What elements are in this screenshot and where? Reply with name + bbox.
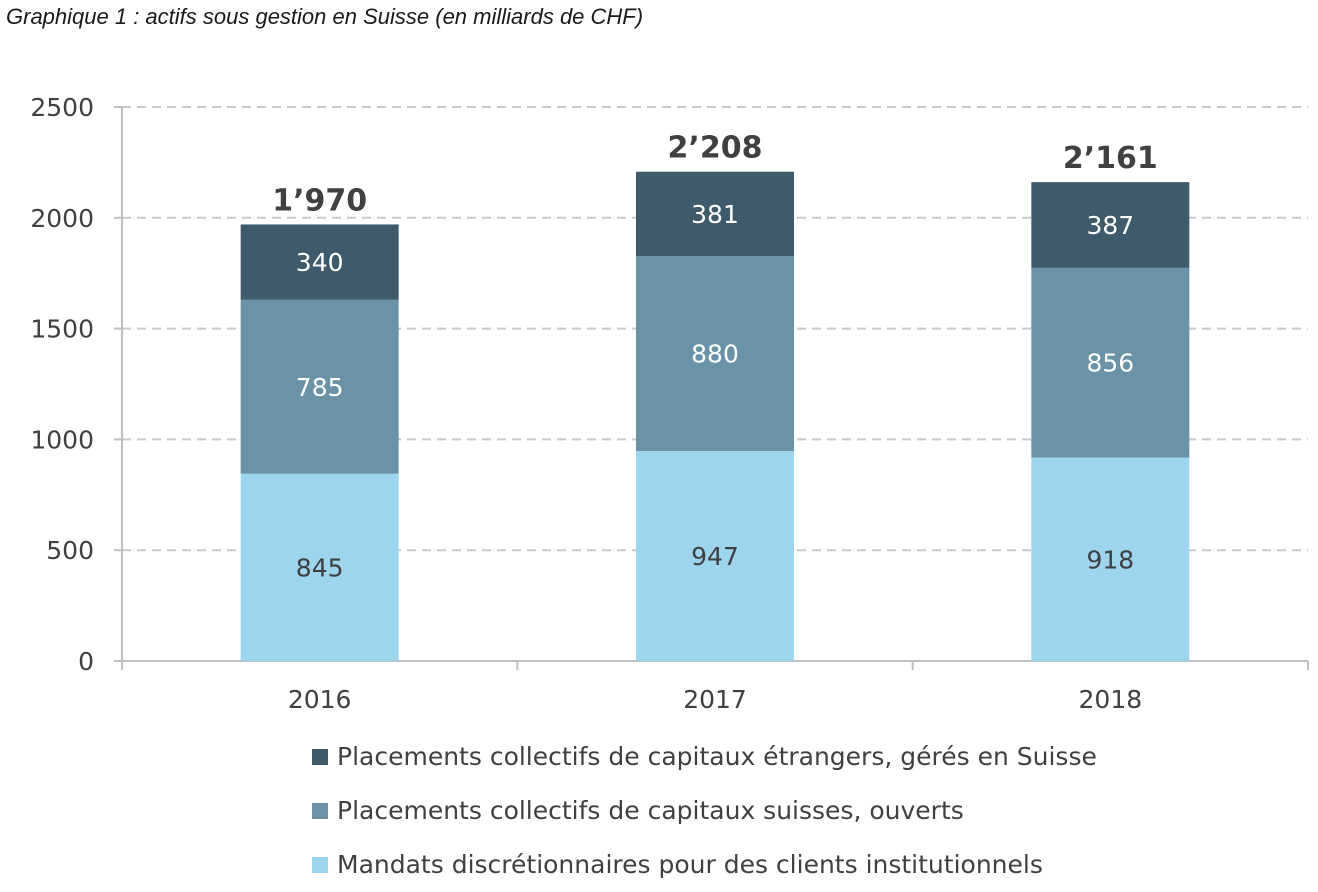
legend-item: Mandats discrétionnaires pour des client… <box>312 850 1043 879</box>
bar-total-label: 2’161 <box>1063 141 1158 176</box>
y-tick-label: 500 <box>46 536 94 565</box>
bar-value-label: 845 <box>296 553 344 582</box>
legend-label: Mandats discrétionnaires pour des client… <box>337 850 1043 879</box>
bar-segment <box>1031 457 1190 661</box>
x-tick-label: 2016 <box>288 685 352 714</box>
y-tick-label: 2000 <box>30 204 94 233</box>
y-tick-labels: 0 500 1000 1500 2000 2500 <box>30 93 94 676</box>
x-tick-label: 2018 <box>1079 685 1143 714</box>
bar-value-label: 340 <box>296 248 344 277</box>
legend-swatch <box>312 856 328 873</box>
bar-value-label: 947 <box>691 542 739 571</box>
bar-segment <box>636 171 794 257</box>
legend-swatch <box>312 802 328 819</box>
legend-item: Placements collectifs de capitaux étrang… <box>312 742 1097 771</box>
x-tick-label: 2017 <box>683 685 747 714</box>
bar-segment <box>636 451 794 661</box>
bar-value-label: 918 <box>1086 545 1134 574</box>
y-tick-label: 1500 <box>30 315 94 344</box>
bar-segment <box>636 256 794 452</box>
y-tick-label: 0 <box>78 647 94 676</box>
y-tick-label: 2500 <box>30 93 94 122</box>
chart-title: Graphique 1 : actifs sous gestion en Sui… <box>6 4 644 29</box>
bar-total-label: 2’208 <box>668 131 763 166</box>
legend-item: Placements collectifs de capitaux suisse… <box>312 796 964 825</box>
bars: 845 785 340 1’970 947 880 381 2’208 918 856 387 2’1… <box>240 131 1190 661</box>
bar-total-label: 1’970 <box>272 183 367 218</box>
legend-label: Placements collectifs de capitaux étrang… <box>337 742 1097 771</box>
bar-value-label: 856 <box>1086 349 1134 378</box>
bar-segment <box>240 299 399 474</box>
bar-value-label: 387 <box>1086 211 1134 240</box>
legend-swatch <box>312 748 328 765</box>
bar-segment <box>240 224 399 300</box>
y-tick-label: 1000 <box>30 425 94 454</box>
legend-label: Placements collectifs de capitaux suisse… <box>337 796 964 825</box>
bar-segment <box>1031 182 1190 268</box>
bar-value-label: 880 <box>691 340 739 369</box>
bar-segment <box>1031 267 1190 458</box>
bar-segment <box>240 473 399 661</box>
bar-value-label: 785 <box>296 373 344 402</box>
bar-value-label: 381 <box>691 200 739 229</box>
x-tick-labels: 2016 2017 2018 <box>288 685 1142 714</box>
